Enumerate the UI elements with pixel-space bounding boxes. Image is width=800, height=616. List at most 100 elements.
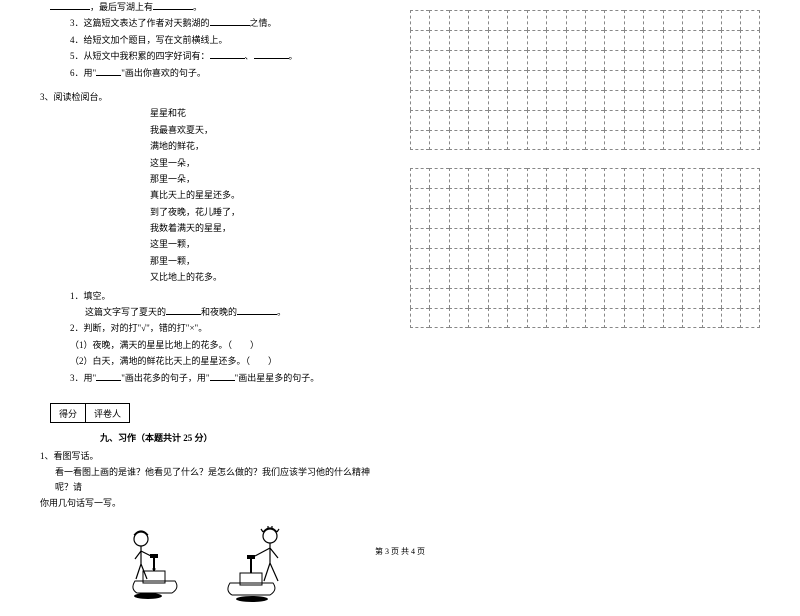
writing-title: 1、看图写话。 <box>20 449 370 463</box>
grid-cell <box>527 248 546 268</box>
grid-cell <box>740 248 759 268</box>
grid-cell <box>663 90 682 110</box>
grid-cell <box>507 90 526 110</box>
grid-cell <box>507 228 526 248</box>
grid-cell <box>624 110 643 130</box>
grid-cell <box>702 308 721 328</box>
grid-cell <box>682 30 701 50</box>
grid-cell <box>585 50 604 70</box>
blank <box>210 49 245 59</box>
grid-cell <box>702 30 721 50</box>
grid-cell <box>429 110 448 130</box>
grid-cell <box>663 188 682 208</box>
grid-cell <box>604 70 623 90</box>
grid-cell <box>624 308 643 328</box>
grid-cell <box>566 188 585 208</box>
grid-cell <box>740 90 759 110</box>
grid-cell <box>410 110 429 130</box>
grid-cell <box>624 288 643 308</box>
grid-cell <box>682 288 701 308</box>
grid-cell <box>604 10 623 30</box>
grid-cell <box>546 50 565 70</box>
grid-cell <box>468 110 487 130</box>
grid-cell <box>546 110 565 130</box>
blank <box>254 49 289 59</box>
grid-cell <box>546 188 565 208</box>
grid-cell <box>468 90 487 110</box>
grid-cell <box>604 110 623 130</box>
grid-cell <box>566 208 585 228</box>
txt: "画出星星多的句子。 <box>235 373 320 383</box>
grid-row <box>410 268 760 288</box>
grid-cell <box>721 288 740 308</box>
grid-row <box>410 168 760 188</box>
grid-cell <box>410 248 429 268</box>
grid-cell <box>721 268 740 288</box>
grid-cell <box>410 130 429 150</box>
grid-cell <box>604 50 623 70</box>
grid-row <box>410 90 760 110</box>
grid-cell <box>721 70 740 90</box>
grid-row <box>410 248 760 268</box>
grid-cell <box>721 208 740 228</box>
grid-cell <box>682 90 701 110</box>
grid-cell <box>449 10 468 30</box>
txt: 用" <box>84 68 97 78</box>
grid-cell <box>624 90 643 110</box>
txt: 看一看图上画的是谁？他看见了什么？是怎么做的？我们应该学习他的什么精神呢？请 <box>55 467 370 491</box>
txt: 星星和花 <box>150 108 186 118</box>
grid-cell <box>488 30 507 50</box>
grid-cell <box>682 188 701 208</box>
grid-cell <box>604 90 623 110</box>
grid-cell <box>604 188 623 208</box>
grid-cell <box>507 30 526 50</box>
grid-cell <box>468 50 487 70</box>
grid-cell <box>682 110 701 130</box>
grid-cell <box>449 30 468 50</box>
grid-cell <box>624 268 643 288</box>
grid-cell <box>546 208 565 228</box>
grid-cell <box>449 130 468 150</box>
grid-row <box>410 130 760 150</box>
grid-cell <box>449 70 468 90</box>
grid-row <box>410 10 760 30</box>
grid-cell <box>740 228 759 248</box>
grid-cell <box>663 208 682 228</box>
txt: 给短文加个题目，写在文前横线上。 <box>84 35 228 45</box>
grid-cell <box>682 70 701 90</box>
judge-heading: 2．判断，对的打"√"，错的打"×"。 <box>20 321 370 335</box>
blank <box>166 305 201 315</box>
grid-cell <box>740 110 759 130</box>
grid-row <box>410 30 760 50</box>
grid-cell <box>682 208 701 228</box>
grid-cell <box>429 288 448 308</box>
grid-cell <box>566 70 585 90</box>
grid-cell <box>585 208 604 228</box>
grid-cell <box>721 308 740 328</box>
grid-cell <box>663 228 682 248</box>
grid-cell <box>643 308 662 328</box>
grid-cell <box>410 228 429 248</box>
grid-cell <box>468 248 487 268</box>
grid-cell <box>566 268 585 288</box>
grid-cell <box>566 30 585 50</box>
idx: 6． <box>70 68 84 78</box>
idx: 3． <box>70 18 84 28</box>
grid-cell <box>410 10 429 30</box>
grid-cell <box>604 130 623 150</box>
grid-cell <box>449 188 468 208</box>
grid-cell <box>410 188 429 208</box>
blank <box>237 305 277 315</box>
poem-line: 满地的鲜花， <box>20 139 370 153</box>
grid-cell <box>624 70 643 90</box>
grid-cell <box>507 188 526 208</box>
grid-row <box>410 110 760 130</box>
txt: 从短文中我积累的四字好词有： <box>84 51 210 61</box>
txt: 之情。 <box>250 18 277 28</box>
grid-cell <box>429 208 448 228</box>
grid-cell <box>702 188 721 208</box>
grid-cell <box>702 70 721 90</box>
grid-row <box>410 50 760 70</box>
grid-cell <box>507 50 526 70</box>
writing-grid-1 <box>410 10 760 150</box>
